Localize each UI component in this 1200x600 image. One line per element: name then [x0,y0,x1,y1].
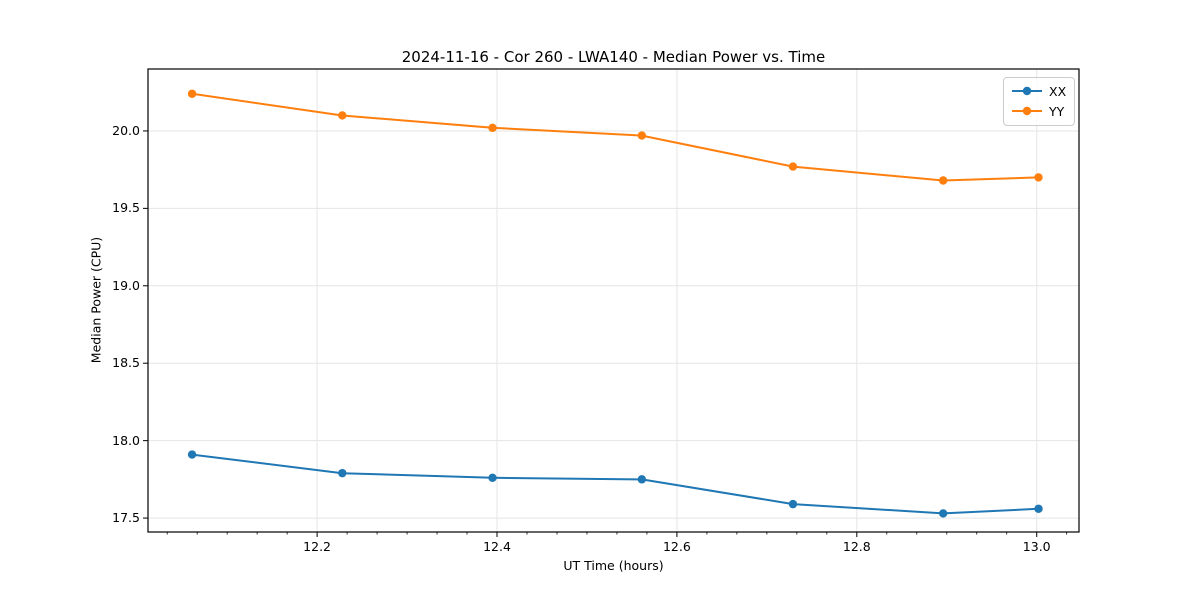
data-point-xx [637,475,647,484]
y-tick-label: 19.0 [112,277,140,293]
series-line-yy [191,92,1039,182]
y-tick-label: 18.5 [112,355,140,371]
legend-entry-xx: XX [1004,81,1074,101]
data-point-yy [338,111,347,120]
plot-area [147,68,1080,533]
x-tick-label: 12.8 [842,539,871,554]
data-point-yy [187,89,197,98]
series-line-xx [191,453,1039,515]
data-point-xx [788,499,798,509]
data-point-yy [1034,173,1043,182]
legend-swatch-yy-icon [1012,106,1042,116]
legend: XX YY [1003,77,1075,126]
x-axis-label: UT Time (hours) [563,558,664,573]
legend-label-yy: YY [1049,103,1065,119]
data-point-xx [187,450,197,459]
data-point-yy [938,176,948,185]
x-tick-label: 12.2 [303,539,332,554]
data-point-xx [1034,504,1043,513]
data-point-yy [637,131,647,140]
data-point-xx [488,473,497,483]
x-tick-label: 12.6 [662,539,691,554]
data-point-yy [788,162,798,171]
legend-label-xx: XX [1049,83,1067,99]
y-tick-label: 19.5 [112,200,140,216]
y-tick-label: 18.0 [112,432,140,448]
data-point-yy [488,123,497,133]
y-tick-label: 17.5 [112,510,140,526]
x-tick-label: 13.0 [1022,539,1051,554]
y-tick-label: 20.0 [112,122,140,138]
x-tick-label: 12.4 [483,539,511,554]
chart-title: 2024-11-16 - Cor 260 - LWA140 - Median P… [401,48,826,66]
legend-entry-yy: YY [1004,101,1074,121]
data-point-xx [938,509,948,518]
legend-swatch-xx-icon [1012,86,1042,96]
data-point-xx [338,468,347,478]
y-axis-label: Median Power (CPU) [88,236,104,364]
